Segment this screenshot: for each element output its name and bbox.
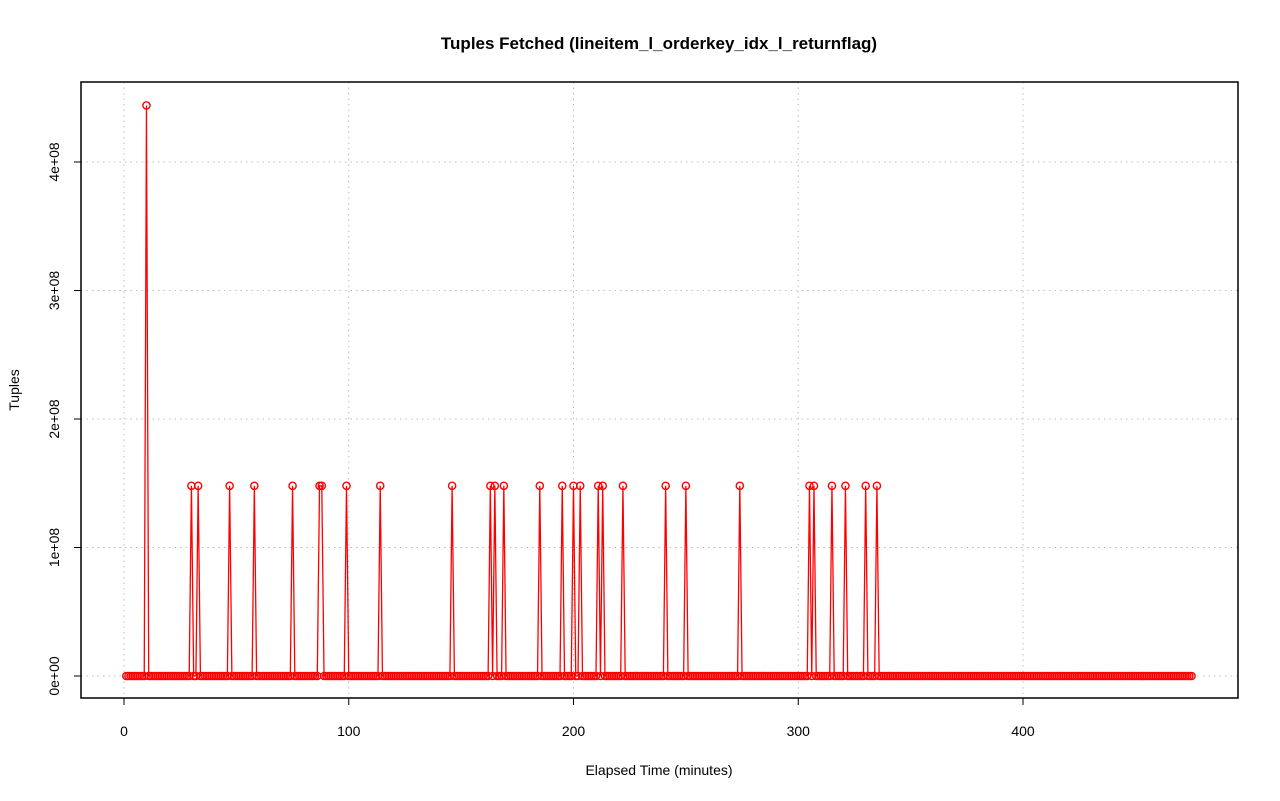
data-point-209 [591, 671, 601, 681]
data-point-329 [861, 481, 870, 491]
data-point-273 [735, 481, 745, 491]
data-point-164 [490, 481, 500, 491]
x-tick-label-1: 100 [337, 723, 361, 739]
series-line [126, 105, 1192, 677]
data-point-87 [317, 481, 327, 491]
data-point-304 [805, 481, 814, 491]
data-point-162 [486, 481, 495, 491]
data-point-32 [193, 481, 203, 491]
data-point-184 [535, 481, 545, 491]
data-point-210 [593, 481, 603, 491]
data-point-168 [499, 481, 509, 491]
data-point-145 [447, 481, 457, 491]
data-point-474 [1187, 671, 1196, 681]
data-point-46 [225, 481, 234, 491]
x-tick-label-4: 400 [1011, 723, 1035, 739]
data-point-212 [598, 481, 608, 491]
x-axis: 0 100 200 300 400 [120, 697, 1035, 739]
data-point-314 [827, 481, 837, 491]
data-point-161 [483, 671, 493, 681]
data-point-194 [557, 481, 567, 491]
data-point-98 [342, 481, 351, 491]
y-axis: 0e+00 1e+08 2e+08 3e+08 4e+08 [46, 142, 82, 696]
y-tick-label-2: 2e+08 [46, 399, 62, 439]
data-point-9 [142, 101, 151, 110]
y-tick-label-0: 0e+00 [46, 656, 62, 696]
data-point-240 [661, 481, 670, 491]
x-tick-label-3: 300 [787, 723, 811, 739]
data-point-320 [841, 481, 850, 491]
data-point-306 [809, 481, 819, 491]
points-layer [121, 101, 1196, 681]
x-tick-label-0: 0 [120, 723, 128, 739]
data-point-74 [288, 481, 297, 491]
data-point-221 [618, 481, 628, 491]
x-tick-label-2: 200 [562, 723, 586, 739]
x-axis-label: Elapsed Time (minutes) [585, 762, 732, 778]
data-point-249 [681, 481, 691, 491]
y-tick-label-4: 4e+08 [46, 142, 62, 182]
data-point-334 [872, 481, 882, 491]
y-tick-label-3: 3e+08 [46, 271, 62, 311]
data-point-202 [575, 481, 585, 491]
grid [81, 82, 1238, 698]
chart-title: Tuples Fetched (lineitem_l_orderkey_idx_… [441, 34, 877, 53]
y-tick-label-1: 1e+08 [46, 528, 62, 568]
y-axis-label: Tuples [6, 369, 22, 411]
series-layer [121, 101, 1196, 681]
data-point-113 [375, 481, 385, 491]
data-point-57 [250, 481, 259, 491]
data-point-303 [802, 671, 812, 681]
plot-frame [80, 81, 1239, 699]
